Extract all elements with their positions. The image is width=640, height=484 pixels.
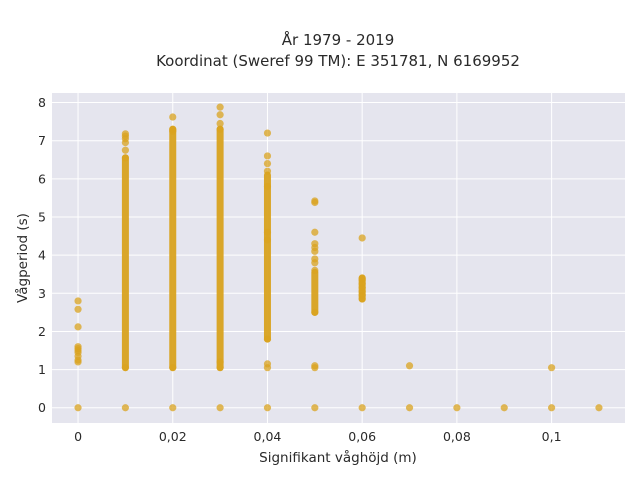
data-point [216,358,224,366]
chart-title: År 1979 - 2019 [282,30,395,49]
y-tick-label: 7 [38,133,46,148]
data-point [216,364,224,372]
data-point [547,364,556,372]
data-point [405,362,414,370]
data-point [311,228,319,236]
data-point [121,146,130,154]
y-tick-label: 1 [38,362,46,377]
y-tick-label: 6 [38,171,46,186]
data-point [74,343,82,351]
data-point [311,404,319,412]
y-tick-label: 2 [38,324,46,339]
data-point [169,125,177,133]
data-point [263,404,272,412]
data-point [311,255,319,263]
data-point [216,111,224,119]
y-tick-label: 0 [38,400,46,415]
data-point [263,167,272,175]
data-point [121,364,130,372]
x-tick-label: 0,1 [542,429,562,444]
data-point [121,130,130,138]
data-point [547,404,556,412]
x-tick-label: 0,06 [348,429,376,444]
data-points [74,103,603,412]
y-tick-label: 5 [38,209,46,224]
data-point [453,404,461,412]
data-point [358,234,366,242]
x-tick-label: 0,08 [443,429,471,444]
data-point [358,404,366,412]
chart-subtitle: Koordinat (Sweref 99 TM): E 351781, N 61… [156,52,520,70]
data-point [216,103,224,111]
data-point [500,404,508,412]
data-point [263,236,272,244]
data-point [311,197,319,205]
data-point [311,308,319,316]
data-point [216,404,224,412]
data-point [311,240,319,248]
data-point [169,113,177,121]
x-tick-label: 0,04 [254,429,282,444]
data-point [121,154,130,162]
data-point [74,297,82,305]
data-point [595,404,603,412]
data-point [263,335,272,343]
data-point [263,228,272,236]
y-tick-label: 8 [38,95,46,110]
x-axis-title: Signifikant våghöjd (m) [259,449,417,466]
data-point [263,360,272,368]
data-point [263,152,272,160]
data-point [169,404,177,412]
data-point [216,125,224,133]
data-point [216,119,224,128]
x-tick-label: 0 [74,429,82,444]
data-point [263,129,272,137]
plot-area [52,93,625,423]
data-point [74,323,82,331]
data-point [311,266,319,274]
data-point [358,274,366,282]
data-point [121,404,130,412]
data-point [263,159,272,168]
y-tick-label: 3 [38,286,46,301]
data-point [405,404,414,412]
grid-lines [52,93,625,423]
data-point [74,305,82,313]
x-tick-label: 0,02 [159,429,187,444]
y-axis-ticks: 0 1 2 3 4 5 6 7 8 [38,95,46,415]
data-point [169,364,177,372]
x-axis-ticks: 0 0,02 0,04 0,06 0,08 0,1 [74,429,561,444]
y-axis-title: Vågperiod (s) [14,213,31,303]
y-tick-label: 4 [38,248,46,263]
data-point [263,182,272,191]
data-point [311,362,319,370]
data-point [74,404,82,412]
